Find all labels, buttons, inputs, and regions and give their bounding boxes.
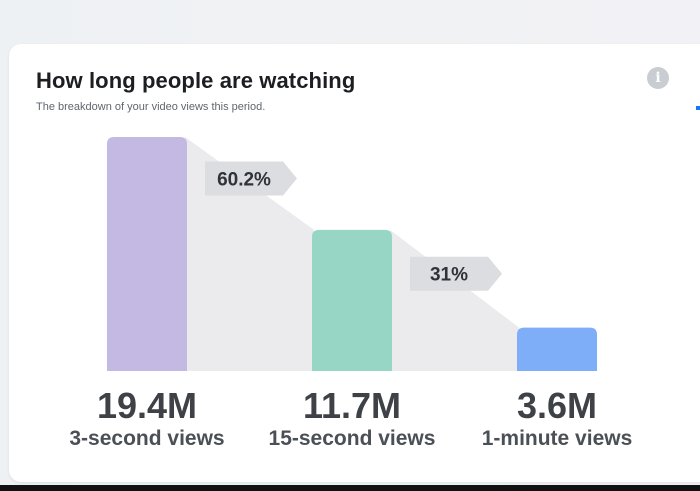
retention-label: 31%	[430, 265, 468, 286]
value-label: 11.7M	[303, 385, 401, 426]
edge-marker	[696, 106, 700, 110]
retention-badge	[410, 256, 502, 291]
bottom-edge	[0, 485, 700, 491]
bar-3	[517, 327, 597, 371]
retention-badge	[205, 161, 297, 196]
category-label: 3-second views	[69, 427, 224, 450]
value-label: 19.4M	[97, 385, 197, 426]
bar-1	[107, 137, 187, 371]
funnel-connector	[390, 229, 519, 371]
category-label: 15-second views	[269, 427, 436, 450]
retention-label: 60.2%	[217, 169, 271, 190]
value-label: 3.6M	[517, 385, 597, 426]
card-title: How long people are watching	[36, 68, 356, 93]
info-icon[interactable]: i	[647, 67, 669, 89]
bar-2	[312, 229, 392, 371]
category-label: 1-minute views	[482, 427, 633, 450]
funnel-connector	[185, 137, 314, 371]
card-subtitle: The breakdown of your video views this p…	[36, 101, 266, 113]
